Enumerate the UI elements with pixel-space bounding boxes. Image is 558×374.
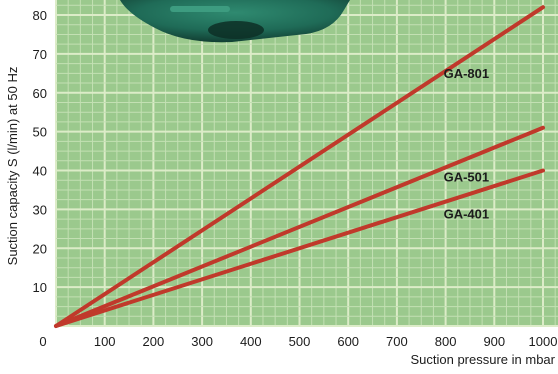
y-tick-label: 40 bbox=[33, 164, 47, 179]
product-photo bbox=[120, 0, 350, 43]
series-label-ga-801: GA-801 bbox=[444, 66, 490, 81]
series-lines bbox=[54, 5, 545, 328]
x-tick-label: 300 bbox=[191, 334, 213, 349]
series-line-ga-401 bbox=[54, 168, 545, 328]
x-tick-label: 600 bbox=[337, 334, 359, 349]
pump-highlight bbox=[170, 6, 230, 12]
y-tick-label: 50 bbox=[33, 125, 47, 140]
x-tick-label: 0 bbox=[39, 334, 46, 349]
x-tick-label: 900 bbox=[483, 334, 505, 349]
x-tick-label: 100 bbox=[94, 334, 116, 349]
x-tick-label: 800 bbox=[435, 334, 457, 349]
y-tick-label: 70 bbox=[33, 47, 47, 62]
pump-shadow bbox=[208, 21, 264, 39]
x-axis-label: Suction pressure in mbar bbox=[410, 352, 555, 367]
x-tick-label: 1000 bbox=[529, 334, 558, 349]
y-axis-label: Suction capacity S (l/min) at 50 Hz bbox=[5, 67, 20, 266]
y-tick-label: 60 bbox=[33, 86, 47, 101]
x-tick-label: 400 bbox=[240, 334, 262, 349]
y-axis-ticks: 10 20 30 40 50 60 70 80 bbox=[33, 8, 47, 295]
y-tick-label: 10 bbox=[33, 280, 47, 295]
series-line-ga-801 bbox=[54, 5, 545, 328]
y-tick-label: 20 bbox=[33, 241, 47, 256]
series-label-ga-501: GA-501 bbox=[444, 169, 490, 184]
series-label-ga-401: GA-401 bbox=[444, 206, 490, 221]
series-line-ga-501 bbox=[54, 125, 545, 328]
series-labels: GA-801 GA-501 GA-401 bbox=[444, 66, 490, 221]
y-tick-label: 30 bbox=[33, 202, 47, 217]
x-axis-ticks: 0 100 200 300 400 500 600 700 800 900 1000 bbox=[39, 334, 557, 349]
grid bbox=[55, 0, 558, 327]
x-tick-label: 500 bbox=[289, 334, 311, 349]
x-tick-label: 200 bbox=[143, 334, 165, 349]
x-tick-label: 700 bbox=[386, 334, 408, 349]
y-tick-label: 80 bbox=[33, 8, 47, 23]
